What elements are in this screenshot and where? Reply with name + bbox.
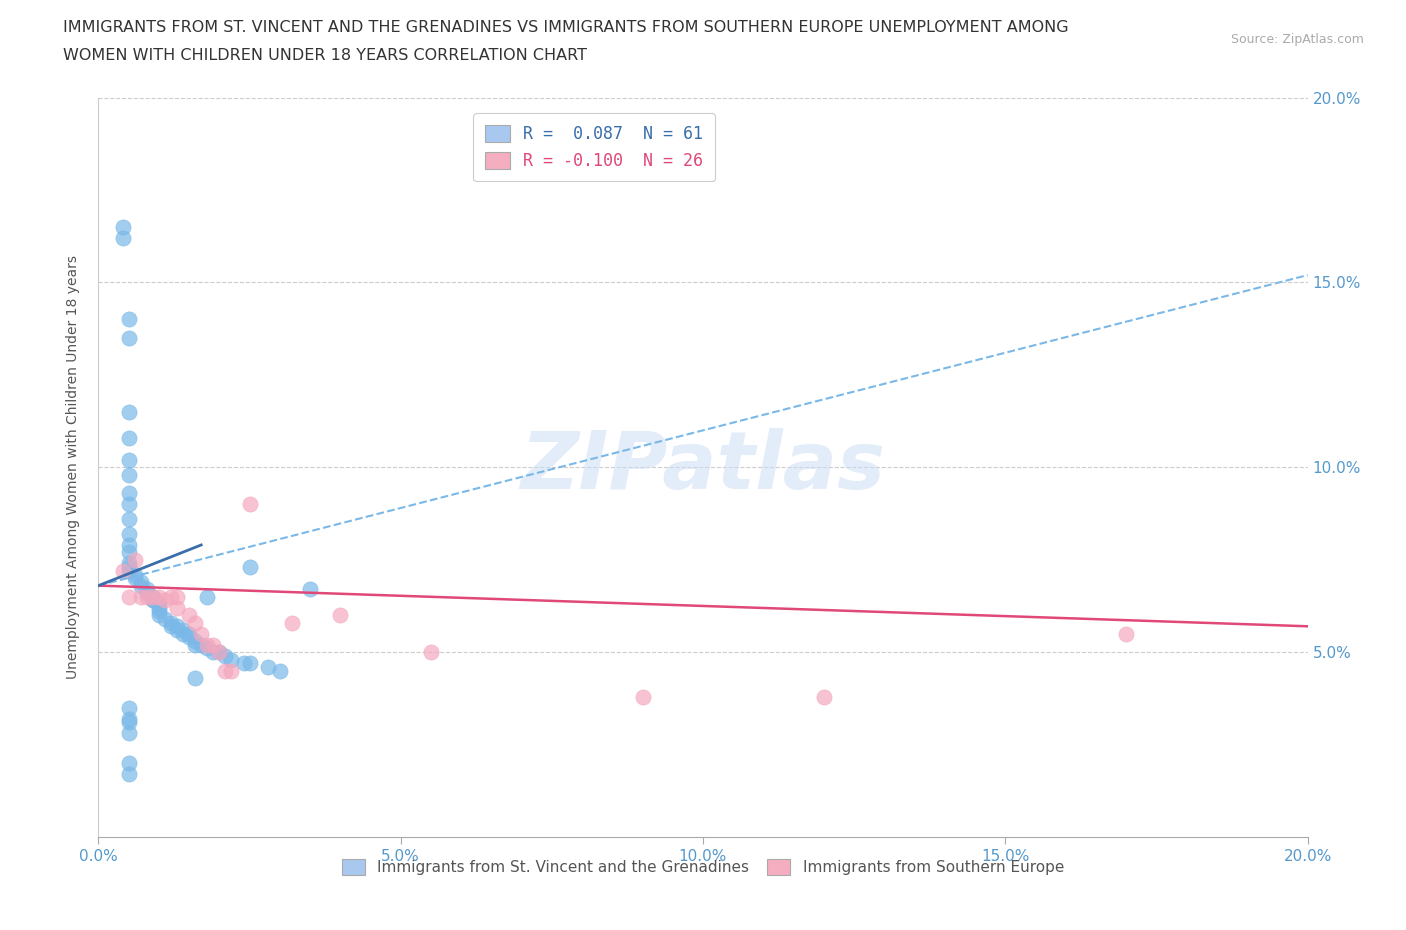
Point [148,597,170,612]
Point [208,644,231,659]
Point [166,618,188,633]
Point [124,571,146,586]
Point [202,644,225,659]
Point [631,689,654,704]
Legend: Immigrants from St. Vincent and the Grenadines, Immigrants from Southern Europe: Immigrants from St. Vincent and the Gren… [336,853,1070,881]
Point [118,485,141,500]
Point [118,715,141,730]
Point [1115,626,1137,641]
Point [111,219,134,234]
Point [148,608,170,623]
Point [184,615,207,630]
Point [269,663,291,678]
Point [239,560,262,575]
Text: Source: ZipAtlas.com: Source: ZipAtlas.com [1230,33,1364,46]
Point [118,560,141,575]
Point [142,590,165,604]
Point [148,604,170,619]
Point [153,611,176,626]
Point [179,630,201,644]
Point [160,615,183,630]
Point [221,663,243,678]
Point [190,626,212,641]
Point [160,590,183,604]
Point [153,593,176,608]
Point [124,552,146,567]
Point [142,593,165,608]
Point [118,766,141,781]
Point [124,567,146,582]
Point [184,671,207,685]
Point [118,545,141,560]
Text: ZIPatlas: ZIPatlas [520,429,886,506]
Point [118,526,141,541]
Point [184,637,207,652]
Point [184,633,207,648]
Point [111,564,134,578]
Y-axis label: Unemployment Among Women with Children Under 18 years: Unemployment Among Women with Children U… [66,256,80,679]
Point [202,637,225,652]
Point [142,590,165,604]
Point [166,622,188,637]
Point [148,601,170,616]
Point [118,431,141,445]
Point [239,656,262,671]
Point [179,608,201,623]
Point [172,626,194,641]
Point [256,659,278,674]
Point [160,618,183,633]
Point [232,656,254,671]
Point [239,497,262,512]
Point [129,590,152,604]
Point [129,575,152,590]
Point [135,586,157,601]
Point [118,564,141,578]
Point [118,755,141,770]
Point [118,405,141,419]
Point [118,453,141,468]
Point [166,601,188,616]
Point [208,644,231,659]
Point [195,637,218,652]
Point [214,648,236,663]
Point [142,593,165,608]
Point [118,467,141,482]
Point [195,590,218,604]
Point [118,590,141,604]
Point [299,582,322,597]
Point [190,637,212,652]
Point [148,590,170,604]
Point [118,700,141,715]
Point [135,590,157,604]
Point [221,652,243,667]
Point [118,556,141,571]
Point [214,663,236,678]
Point [118,512,141,526]
Point [129,578,152,593]
Point [179,626,201,641]
Point [166,590,188,604]
Point [813,689,835,704]
Point [118,330,141,345]
Point [172,622,194,637]
Point [118,497,141,512]
Point [111,231,134,246]
Point [135,582,157,597]
Point [329,608,352,623]
Point [118,711,141,726]
Point [420,644,443,659]
Point [118,312,141,326]
Text: IMMIGRANTS FROM ST. VINCENT AND THE GRENADINES VS IMMIGRANTS FROM SOUTHERN EUROP: IMMIGRANTS FROM ST. VINCENT AND THE GREN… [63,20,1069,35]
Point [281,615,304,630]
Point [195,641,218,656]
Text: WOMEN WITH CHILDREN UNDER 18 YEARS CORRELATION CHART: WOMEN WITH CHILDREN UNDER 18 YEARS CORRE… [63,48,588,63]
Point [118,726,141,741]
Point [118,538,141,552]
